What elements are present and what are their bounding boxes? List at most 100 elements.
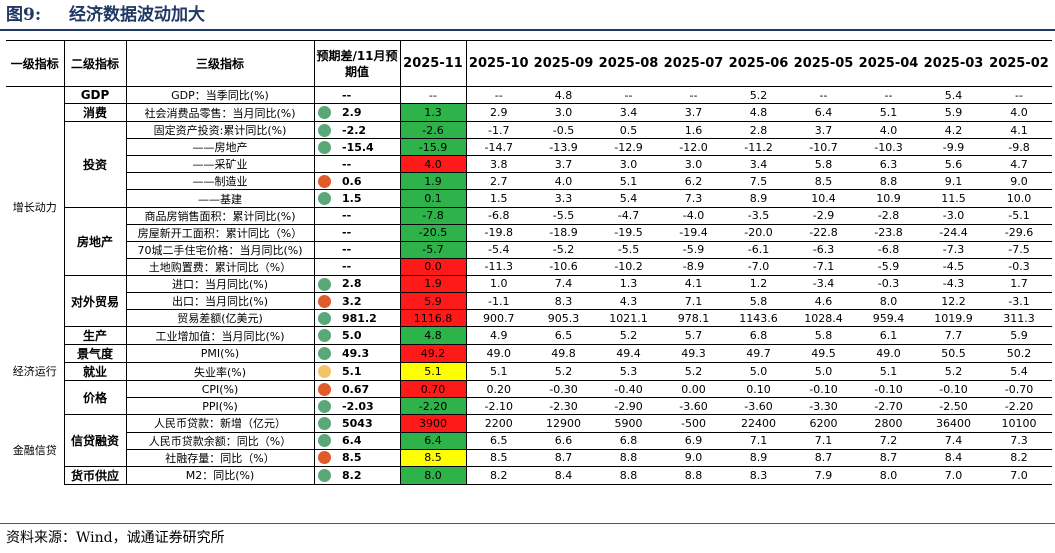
value-cell: 8.8 <box>856 172 921 191</box>
level1-cell: 增长动力 <box>6 86 65 327</box>
value-cell: -22.8 <box>791 224 856 242</box>
forecast-cell: -2.03 <box>334 397 401 416</box>
signal-dot-cell <box>314 172 334 191</box>
value-cell: 22400 <box>726 414 791 433</box>
source-note: 资料来源：Wind，诚通证券研究所 <box>6 530 225 546</box>
forecast-cell: -- <box>334 207 401 225</box>
value-cell: -3.0 <box>921 207 986 225</box>
signal-dot-cell <box>314 344 334 364</box>
forecast-cell: 981.2 <box>334 309 401 328</box>
value-cell: -20.0 <box>726 224 791 242</box>
signal-dot-icon <box>317 106 331 120</box>
value-cell: 6.4 <box>791 103 856 123</box>
value-cell: -11.3 <box>466 258 531 276</box>
header-month: 2025-02 <box>986 40 1052 87</box>
value-cell: -3.60 <box>661 397 726 416</box>
signal-dot-cell <box>314 86 334 105</box>
table-body: 增长动力 GDP GDP：当季同比(%) -- -- -- 4.8 -- -- 5.2 -- -- 5.… <box>6 86 1052 485</box>
value-cell: 6.3 <box>856 155 921 174</box>
signal-dot-icon <box>317 123 331 137</box>
value-cell: 4.1 <box>986 121 1052 140</box>
header-month: 2025-11 <box>400 40 467 87</box>
value-cell: 8.0 <box>856 466 921 485</box>
level3-cell: 出口：当月同比(%) <box>126 292 315 311</box>
value-cell: 5.4 <box>921 86 986 105</box>
signal-dot-cell <box>314 362 334 382</box>
value-cell: 2.8 <box>726 121 791 140</box>
header-month: 2025-07 <box>661 40 726 87</box>
value-cell: -13.9 <box>531 138 596 157</box>
value-cell: -0.70 <box>986 380 1052 399</box>
table-row: 就业 失业率(%) 5.1 5.1 5.1 5.2 5.3 5.2 5.0 5.0 5.1 5.2 5.… <box>6 362 1052 382</box>
value-cell: 8.7 <box>791 449 856 467</box>
value-cell: -0.30 <box>531 380 596 399</box>
value-cell: -12.9 <box>596 138 661 157</box>
value-cell: 5.9 <box>986 326 1052 346</box>
value-cell: 311.3 <box>986 309 1052 328</box>
value-cell: 9.0 <box>986 172 1052 191</box>
value-cell: -3.30 <box>791 397 856 416</box>
forecast-cell: -- <box>334 241 401 259</box>
table-row: 房地产 商品房销售面积：累计同比(%) -- -7.8 -6.8 -5.5 -4.7 -4.0… <box>6 207 1052 276</box>
value-cell: -14.7 <box>466 138 531 157</box>
current-month-cell: 8.5 <box>400 449 467 467</box>
value-cell: 8.8 <box>596 466 661 485</box>
level2-cell: 货币供应 <box>64 466 127 485</box>
value-cell: -3.60 <box>726 397 791 416</box>
value-cell: 4.6 <box>791 292 856 311</box>
value-cell: -0.3 <box>856 275 921 294</box>
value-cell: -6.8 <box>856 241 921 259</box>
value-cell: 10.4 <box>791 189 856 208</box>
value-cell: 8.0 <box>856 292 921 311</box>
value-cell: 49.0 <box>856 344 921 364</box>
signal-dot-icon <box>317 468 331 482</box>
value-cell: 3.4 <box>596 103 661 123</box>
value-cell: 4.0 <box>531 172 596 191</box>
level3-cell: 商品房销售面积：累计同比(%) <box>126 207 315 225</box>
footer-rule <box>0 523 1055 524</box>
header-month: 2025-05 <box>791 40 856 87</box>
value-cell: -23.8 <box>856 224 921 242</box>
value-cell: 2200 <box>466 414 531 433</box>
table-row: ——采矿业 -- 4.0 3.8 3.7 3.0 3.0 3.4 5.8 6.3 5.6 4.7 <box>6 155 1052 174</box>
value-cell: 3.4 <box>726 155 791 174</box>
signal-dot-cell <box>314 449 334 467</box>
value-cell: -0.10 <box>921 380 986 399</box>
header-row: 一级指标 二级指标 三级指标 预期差/11月预期值 2025-11 2025-1… <box>6 40 1052 87</box>
current-month-cell: 3900 <box>400 414 467 433</box>
level3-cell: 贸易差额(亿美元) <box>126 309 315 328</box>
current-month-cell: 4.8 <box>400 326 467 346</box>
value-cell: 4.3 <box>596 292 661 311</box>
table-row: 消费 社会消费品零售：当月同比(%) 2.9 1.3 2.9 3.0 3.4 3.7 4.8 6.… <box>6 103 1052 123</box>
value-cell: 905.3 <box>531 309 596 328</box>
value-cell: -3.4 <box>791 275 856 294</box>
value-cell: 1.5 <box>466 189 531 208</box>
value-cell: 3.7 <box>791 121 856 140</box>
table-row: 货币供应 M2：同比(%) 8.2 8.0 8.2 8.4 8.8 8.8 8.3 7.9 8.0 7… <box>6 466 1052 485</box>
value-cell: -2.90 <box>596 397 661 416</box>
level3-cell: 70城二手住宅价格：当月同比(%) <box>126 241 315 259</box>
current-month-cell: 5.9 <box>400 292 467 311</box>
header-month: 2025-04 <box>856 40 921 87</box>
current-month-cell: 49.2 <box>400 344 467 364</box>
value-cell: -19.8 <box>466 224 531 242</box>
value-cell: -4.5 <box>921 258 986 276</box>
forecast-cell: -- <box>334 155 401 174</box>
value-cell: 3.0 <box>596 155 661 174</box>
signal-dot-cell <box>314 241 334 259</box>
signal-dot-icon <box>317 400 331 414</box>
data-table-wrapper: 一级指标 二级指标 三级指标 预期差/11月预期值 2025-11 2025-1… <box>6 40 1052 492</box>
table-row: 房屋新开工面积：累计同比（%） -- -20.5 -19.8 -18.9 -19.5 -19… <box>6 224 1052 242</box>
value-cell: 5.2 <box>596 326 661 346</box>
value-cell: 900.7 <box>466 309 531 328</box>
value-cell: 7.0 <box>986 466 1052 485</box>
forecast-cell: 2.9 <box>334 103 401 123</box>
value-cell: 8.9 <box>726 449 791 467</box>
value-cell: 50.5 <box>921 344 986 364</box>
signal-dot-icon <box>317 192 331 206</box>
value-cell: -5.2 <box>531 241 596 259</box>
value-cell: 5.9 <box>921 103 986 123</box>
signal-dot-icon <box>317 417 331 431</box>
value-cell: 5.8 <box>791 326 856 346</box>
value-cell: 2.7 <box>466 172 531 191</box>
